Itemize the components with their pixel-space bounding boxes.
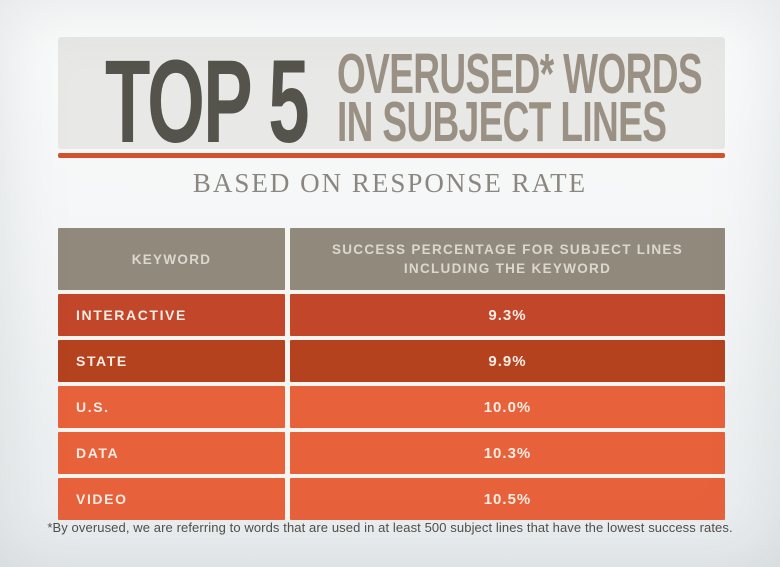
title-top5: TOP 5 [105,36,310,168]
value-column-header: SUCCESS PERCENTAGE FOR SUBJECT LINES INC… [290,228,725,290]
keyword-column-header: KEYWORD [58,228,285,290]
value-column-header-line2: INCLUDING THE KEYWORD [403,261,612,276]
keyword-cell: VIDEO [58,478,285,520]
keyword-cell: STATE [58,340,285,382]
keyword-cell: U.S. [58,386,285,428]
table-row: INTERACTIVE 9.3% [58,294,725,336]
table-header-row: KEYWORD SUCCESS PERCENTAGE FOR SUBJECT L… [58,228,725,290]
title-subtitle: OVERUSED* WORDS IN SUBJECT LINES [337,42,703,154]
table-row: VIDEO 10.5% [58,478,725,520]
value-cell: 9.9% [290,340,725,382]
keyword-table: KEYWORD SUCCESS PERCENTAGE FOR SUBJECT L… [58,228,725,520]
keyword-cell: DATA [58,432,285,474]
value-cell: 10.0% [290,386,725,428]
footnote: *By overused, we are referring to words … [47,520,733,535]
value-cell: 10.3% [290,432,725,474]
tagline: BASED ON RESPONSE RATE [192,168,588,198]
value-column-header-line1: SUCCESS PERCENTAGE FOR SUBJECT LINES [331,242,684,257]
accent-divider [58,153,725,158]
title-panel: TOP 5 OVERUSED* WORDS IN SUBJECT LINES [58,37,725,161]
value-cell: 9.3% [290,294,725,336]
table-row: STATE 9.9% [58,340,725,382]
keyword-cell: INTERACTIVE [58,294,285,336]
title-subtitle-line1: OVERUSED* WORDS [337,42,703,106]
title-subtitle-line2: IN SUBJECT LINES [337,90,667,154]
table-row: DATA 10.3% [58,432,725,474]
table-row: U.S. 10.0% [58,386,725,428]
value-cell: 10.5% [290,478,725,520]
